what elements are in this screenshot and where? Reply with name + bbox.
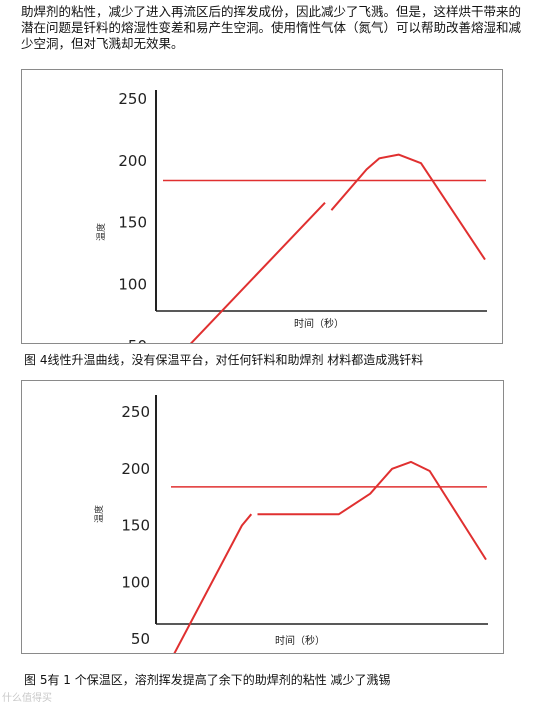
temperature-profile-segment-2 — [330, 153, 486, 261]
figure-5-svg: 温度 时间（秒） 250 200 150 100 50 — [93, 395, 488, 653]
temperature-profile-segment-2 — [257, 460, 487, 561]
y-tick-label: 200 — [121, 460, 150, 478]
temperature-profile-segment-1 — [173, 513, 253, 653]
figure-5-caption: 图 5有 1 个保温区，溶剂挥发提高了余下的助焊剂的粘性 减少了溅锡 — [24, 673, 391, 687]
y-tick-label: 100 — [121, 573, 150, 591]
figure-4-caption: 图 4线性升温曲线，没有保温平台，对任何钎料和助焊剂 材料都造成溅钎料 — [24, 353, 424, 367]
x-axis-label: 时间（秒） — [275, 634, 325, 647]
y-tick-label: 200 — [118, 152, 147, 170]
intro-paragraph: 助焊剂的粘性，减少了进入再流区后的挥发成份，因此减少了飞溅。但是，这样烘干带来的… — [21, 4, 522, 51]
y-axis-label: 温度 — [95, 223, 107, 241]
y-tick-label: 250 — [118, 90, 147, 108]
y-tick-label: 150 — [118, 214, 147, 232]
x-axis-label: 时间（秒） — [294, 317, 344, 330]
y-tick-label: 100 — [118, 275, 147, 293]
y-tick-label: 250 — [121, 403, 150, 421]
figure-4-chart: 温度 时间（秒） 250 200 150 100 50 — [21, 69, 503, 344]
y-tick-label: 50 — [128, 337, 147, 343]
watermark: 什么值得买 — [2, 693, 52, 704]
y-tick-label: 150 — [121, 517, 150, 535]
figure-5-chart: 温度 时间（秒） 250 200 150 100 50 — [21, 380, 504, 654]
figure-4-svg: 温度 时间（秒） 250 200 150 100 50 — [95, 90, 487, 343]
temperature-profile-segment-1 — [190, 202, 326, 343]
y-tick-label: 50 — [131, 630, 150, 648]
y-axis-label: 温度 — [93, 505, 105, 523]
